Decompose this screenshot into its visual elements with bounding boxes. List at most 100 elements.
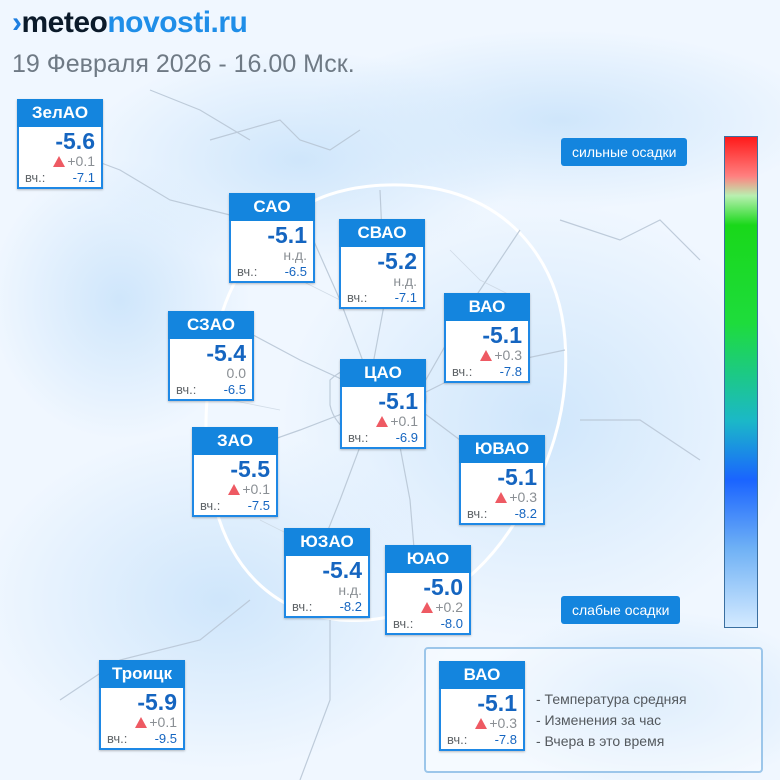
district-hourly-change: +0.3: [461, 489, 543, 505]
district-name: ЗАО: [192, 427, 278, 455]
district-card-troitsk: Троицк -5.9 +0.1 вч.: -9.5: [99, 660, 185, 750]
district-temperature: -5.6: [55, 128, 95, 154]
rise-arrow-icon: [475, 718, 488, 729]
district-card-cao: ЦАО -5.1 +0.1 вч.: -6.9: [340, 359, 426, 449]
district-temperature: -5.1: [378, 388, 418, 414]
district-hourly-change: +0.1: [19, 153, 101, 169]
district-temperature: -5.9: [137, 689, 177, 715]
rise-arrow-icon: [495, 492, 508, 503]
yesterday-row: вч.: -7.5: [194, 497, 276, 515]
district-temperature: -5.1: [477, 690, 517, 716]
district-name: ЮАО: [385, 545, 471, 573]
yesterday-row: вч.: -7.1: [19, 169, 101, 187]
yesterday-value: -9.5: [154, 731, 177, 746]
district-name: САО: [229, 193, 315, 221]
change-value: н.д.: [393, 273, 417, 289]
rise-arrow-icon: [53, 156, 66, 167]
yesterday-row: вч.: -6.5: [231, 263, 313, 281]
yesterday-row: вч.: -6.9: [342, 429, 424, 447]
yesterday-label: вч.:: [200, 498, 221, 513]
legend-line-yesterday: - Вчера в это время: [536, 733, 665, 749]
yesterday-value: -8.2: [339, 599, 362, 614]
yesterday-row: вч.: -8.2: [461, 505, 543, 523]
district-name: ЦАО: [340, 359, 426, 387]
district-card-yuao: ЮАО -5.0 +0.2 вч.: -8.0: [385, 545, 471, 635]
change-value: +0.3: [509, 489, 537, 505]
district-card-yuzao: ЮЗАО -5.4 н.д. вч.: -8.2: [284, 528, 370, 618]
yesterday-label: вч.:: [467, 506, 488, 521]
district-card-sao: САО -5.1 н.д. вч.: -6.5: [229, 193, 315, 283]
yesterday-label: вч.:: [393, 616, 414, 631]
yesterday-label: вч.:: [292, 599, 313, 614]
yesterday-row: вч.: -9.5: [101, 730, 183, 748]
change-value: н.д.: [283, 247, 307, 263]
yesterday-value: -8.0: [440, 616, 463, 631]
yesterday-value: -7.8: [499, 364, 522, 379]
change-value: 0.0: [226, 365, 246, 381]
yesterday-row: вч.: -8.0: [387, 615, 469, 633]
brand-part1: meteo: [21, 6, 108, 39]
brand-logo: ›meteonovosti.ru: [12, 6, 248, 39]
change-value: +0.3: [494, 347, 522, 363]
yesterday-row: вч.: -7.8: [446, 363, 528, 381]
district-name: ЮЗАО: [284, 528, 370, 556]
change-value: н.д.: [338, 582, 362, 598]
district-hourly-change: +0.1: [101, 714, 183, 730]
change-value: +0.3: [489, 715, 517, 731]
yesterday-row: вч.: -6.5: [170, 381, 252, 399]
rise-arrow-icon: [421, 602, 434, 613]
district-temperature: -5.4: [206, 340, 246, 366]
district-hourly-change: 0.0: [170, 365, 252, 381]
change-value: +0.1: [390, 413, 418, 429]
yesterday-row: вч.: -7.8: [441, 731, 523, 749]
district-temperature: -5.1: [482, 322, 522, 348]
district-card-svao: СВАО -5.2 н.д. вч.: -7.1: [339, 219, 425, 309]
yesterday-label: вч.:: [237, 264, 258, 279]
district-name: СЗАО: [168, 311, 254, 339]
district-temperature: -5.4: [322, 557, 362, 583]
yesterday-label: вч.:: [347, 290, 368, 305]
district-card-vao: ВАО -5.1 +0.3 вч.: -7.8: [444, 293, 530, 383]
district-temperature: -5.1: [497, 464, 537, 490]
rise-arrow-icon: [480, 350, 493, 361]
yesterday-label: вч.:: [107, 731, 128, 746]
district-hourly-change: н.д.: [341, 273, 423, 289]
district-temperature: -5.2: [377, 248, 417, 274]
yesterday-value: -8.2: [514, 506, 537, 521]
yesterday-row: вч.: -7.1: [341, 289, 423, 307]
date-line: 19 Февраля 2026 - 16.00 Мск.: [12, 50, 355, 78]
district-temperature: -5.0: [423, 574, 463, 600]
yesterday-label: вч.:: [452, 364, 473, 379]
district-name: ЗелАО: [17, 99, 103, 127]
district-hourly-change: +0.2: [387, 599, 469, 615]
scale-top-label: сильные осадки: [561, 138, 688, 166]
legend-descriptions: - Температура средняя - Изменения за час…: [536, 689, 687, 752]
yesterday-value: -7.1: [72, 170, 95, 185]
change-value: +0.2: [435, 599, 463, 615]
district-name: ВАО: [439, 661, 525, 689]
yesterday-label: вч.:: [447, 732, 468, 747]
district-name: Троицк: [99, 660, 185, 688]
brand-part2: novosti.ru: [107, 6, 248, 39]
district-hourly-change: +0.3: [446, 347, 528, 363]
yesterday-value: -7.1: [394, 290, 417, 305]
yesterday-value: -7.5: [247, 498, 270, 513]
rise-arrow-icon: [228, 484, 241, 495]
yesterday-row: вч.: -8.2: [286, 598, 368, 616]
legend-box: ВАО -5.1 +0.3 вч.: -7.8 - Температура сре…: [424, 647, 763, 773]
district-hourly-change: н.д.: [231, 247, 313, 263]
rise-arrow-icon: [135, 717, 148, 728]
legend-line-temperature: - Температура средняя: [536, 691, 687, 707]
yesterday-value: -6.5: [223, 382, 246, 397]
district-temperature: -5.5: [230, 456, 270, 482]
district-hourly-change: н.д.: [286, 582, 368, 598]
district-hourly-change: +0.1: [342, 413, 424, 429]
change-value: +0.1: [242, 481, 270, 497]
scale-bottom-label: слабые осадки: [561, 596, 681, 624]
change-value: +0.1: [149, 714, 177, 730]
yesterday-label: вч.:: [25, 170, 46, 185]
yesterday-label: вч.:: [176, 382, 197, 397]
district-card-yuvao: ЮВАО -5.1 +0.3 вч.: -8.2: [459, 435, 545, 525]
district-hourly-change: +0.1: [194, 481, 276, 497]
yesterday-label: вч.:: [348, 430, 369, 445]
